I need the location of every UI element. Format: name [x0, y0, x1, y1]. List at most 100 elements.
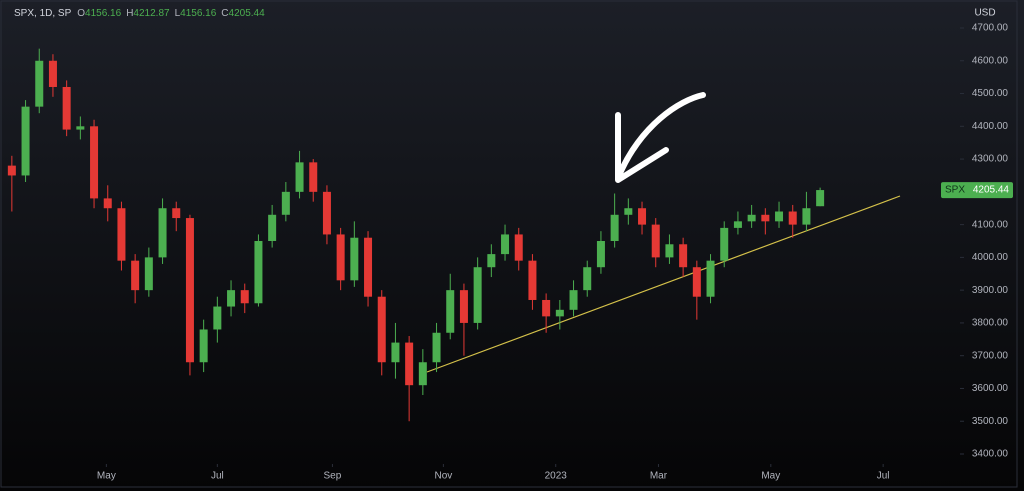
- y-tick-label: 3500.00: [972, 416, 1009, 427]
- price-tag-value: 4205.44: [973, 185, 1010, 196]
- candle-body: [706, 260, 715, 297]
- ohlc-value: 4212.87: [133, 8, 170, 19]
- candle-body: [227, 290, 236, 307]
- x-tick-label: 2023: [545, 471, 568, 482]
- y-tick-label: 4700.00: [972, 23, 1009, 34]
- candle-body: [788, 211, 797, 225]
- candle-body: [158, 208, 167, 258]
- candle-body: [514, 234, 523, 261]
- candle-body: [473, 267, 482, 323]
- x-tick-label: Jul: [211, 471, 224, 482]
- candle-body: [446, 290, 455, 333]
- ohlc-label: H: [126, 8, 133, 19]
- y-tick-label: 3600.00: [972, 383, 1009, 394]
- y-tick-label: 4300.00: [972, 154, 1009, 165]
- candle-body: [733, 221, 742, 228]
- candle-body: [651, 224, 660, 258]
- candle-body: [610, 214, 619, 241]
- candle-body: [322, 191, 331, 235]
- y-tick-label: 4400.00: [972, 121, 1009, 132]
- candle-body: [405, 342, 414, 386]
- candle-body: [172, 208, 181, 219]
- y-tick-label: 3900.00: [972, 285, 1009, 296]
- candle-body: [103, 198, 112, 209]
- candle-body: [350, 237, 359, 281]
- x-tick-label: May: [97, 471, 116, 482]
- candle-body: [35, 60, 44, 107]
- x-tick-label: May: [761, 471, 780, 482]
- candle-body: [761, 214, 770, 222]
- candle-body: [692, 267, 701, 297]
- x-tick-label: Nov: [434, 471, 452, 482]
- candle-body: [775, 211, 784, 222]
- candle-body: [542, 299, 551, 317]
- candle-body: [185, 218, 194, 363]
- candle-body: [665, 244, 674, 258]
- candle-body: [268, 214, 277, 241]
- candle-body: [391, 342, 400, 363]
- candle-body: [501, 234, 510, 255]
- candle-body: [596, 241, 605, 268]
- candle-body: [555, 309, 564, 317]
- x-tick-label: Mar: [650, 471, 668, 482]
- candle-body: [377, 296, 386, 363]
- candle-body: [144, 257, 153, 291]
- candle-body: [76, 126, 85, 130]
- candle-body: [528, 260, 537, 300]
- candle-body: [816, 190, 825, 207]
- y-tick-label: 4100.00: [972, 219, 1009, 230]
- candle-body: [199, 329, 208, 363]
- candle-body: [213, 306, 222, 330]
- candle-body: [48, 60, 57, 87]
- y-tick-label: 4500.00: [972, 88, 1009, 99]
- trend-line: [426, 195, 901, 373]
- candle-body: [459, 290, 468, 323]
- candle-body: [295, 162, 304, 192]
- price-tag-bg: [941, 182, 1013, 199]
- ohlc-value: 4156.16: [85, 8, 122, 19]
- candle-body: [309, 162, 318, 192]
- y-tick-label: 3700.00: [972, 350, 1009, 361]
- candle-body: [720, 227, 729, 261]
- legend-header: SPX, 1D, SP O4156.16 H4212.87 L4156.16 C4205…: [14, 8, 265, 19]
- ohlc-value: 4205.44: [229, 8, 266, 19]
- x-tick-label: Jul: [877, 471, 890, 482]
- candle-body: [131, 260, 140, 291]
- ohlc-label: C: [221, 8, 228, 19]
- candle-body: [583, 267, 592, 291]
- ohlc-label: L: [175, 8, 181, 19]
- y-tick-label: 3800.00: [972, 318, 1009, 329]
- arrow: [615, 92, 706, 183]
- ohlc-value: 4156.16: [180, 8, 217, 19]
- candle-body: [117, 208, 126, 261]
- symbol: SPX, 1D, SP: [14, 8, 72, 19]
- candle-body: [432, 332, 441, 363]
- candle-body: [281, 191, 290, 215]
- candle-body: [679, 244, 688, 268]
- candle-body: [240, 290, 249, 304]
- candle-body: [802, 208, 811, 225]
- y-tick-label: 4600.00: [972, 55, 1009, 66]
- ohlc-label: O: [77, 8, 85, 19]
- candle-body: [62, 86, 71, 130]
- y-tick-label: 4000.00: [972, 252, 1009, 263]
- candle-body: [747, 214, 756, 222]
- currency: USD: [974, 8, 995, 19]
- candle-body: [254, 241, 263, 304]
- y-tick-label: 3400.00: [972, 449, 1009, 460]
- candle-body: [90, 126, 99, 199]
- candle-body: [487, 254, 496, 268]
- candle-body: [7, 165, 16, 176]
- candle-body: [21, 106, 30, 176]
- candle-body: [336, 234, 345, 281]
- candle-body: [638, 208, 647, 225]
- x-tick-label: Sep: [324, 471, 342, 482]
- candle-body: [624, 208, 633, 215]
- price-tag-symbol: SPX: [945, 185, 965, 196]
- candle-body: [418, 362, 427, 386]
- candle-body: [569, 290, 578, 310]
